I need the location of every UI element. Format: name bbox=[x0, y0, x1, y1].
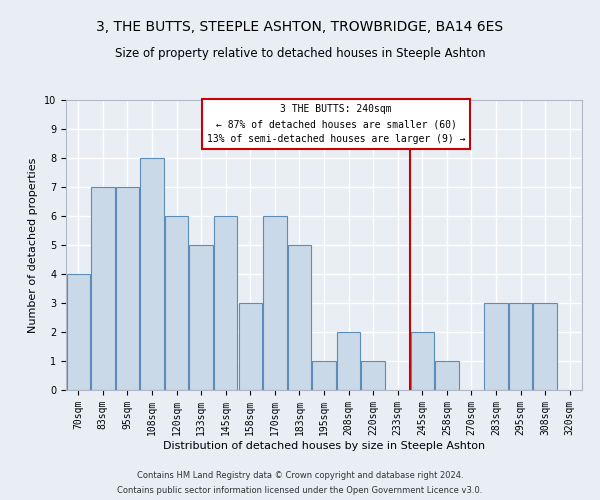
Bar bbox=[484, 303, 508, 390]
Bar bbox=[190, 245, 213, 390]
Bar bbox=[337, 332, 360, 390]
Bar bbox=[410, 332, 434, 390]
Bar bbox=[509, 303, 532, 390]
Text: Size of property relative to detached houses in Steeple Ashton: Size of property relative to detached ho… bbox=[115, 48, 485, 60]
Bar bbox=[214, 216, 238, 390]
Text: 3 THE BUTTS: 240sqm
← 87% of detached houses are smaller (60)
13% of semi-detach: 3 THE BUTTS: 240sqm ← 87% of detached ho… bbox=[207, 104, 466, 144]
X-axis label: Distribution of detached houses by size in Steeple Ashton: Distribution of detached houses by size … bbox=[163, 440, 485, 450]
Bar bbox=[288, 245, 311, 390]
Bar bbox=[263, 216, 287, 390]
Bar bbox=[435, 361, 458, 390]
Y-axis label: Number of detached properties: Number of detached properties bbox=[28, 158, 38, 332]
Bar bbox=[165, 216, 188, 390]
Text: Contains HM Land Registry data © Crown copyright and database right 2024.: Contains HM Land Registry data © Crown c… bbox=[137, 471, 463, 480]
Bar bbox=[361, 361, 385, 390]
Bar bbox=[533, 303, 557, 390]
Bar bbox=[239, 303, 262, 390]
Bar bbox=[116, 187, 139, 390]
Text: Contains public sector information licensed under the Open Government Licence v3: Contains public sector information licen… bbox=[118, 486, 482, 495]
Bar bbox=[67, 274, 90, 390]
Bar bbox=[140, 158, 164, 390]
Bar bbox=[313, 361, 335, 390]
Bar bbox=[91, 187, 115, 390]
Text: 3, THE BUTTS, STEEPLE ASHTON, TROWBRIDGE, BA14 6ES: 3, THE BUTTS, STEEPLE ASHTON, TROWBRIDGE… bbox=[97, 20, 503, 34]
